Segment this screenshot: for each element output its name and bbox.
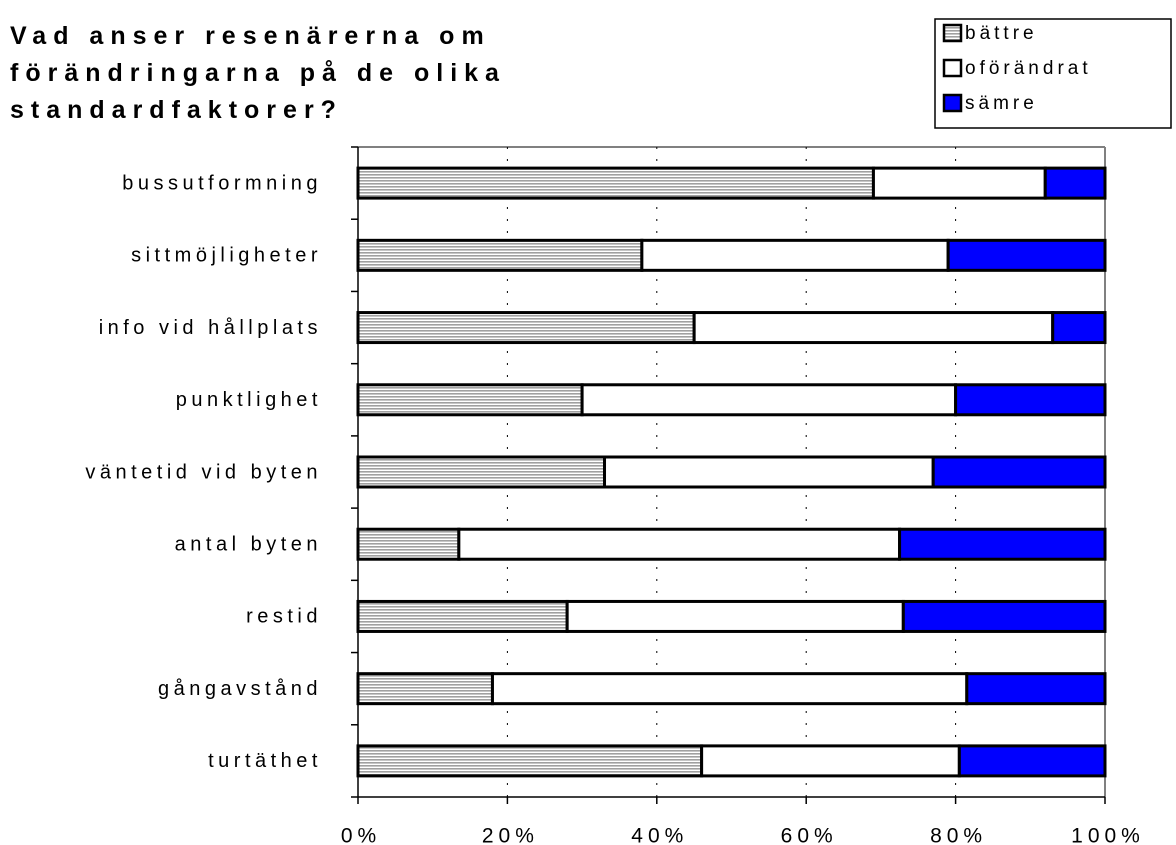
y-tick-label: väntetid vid byten [85,461,322,483]
bar-segment [871,166,1047,200]
bar-segment [965,672,1107,706]
x-tick-label: 40% [631,825,688,845]
bar-segment [565,599,905,633]
legend-swatch [942,58,963,78]
y-tick-label: restid [246,606,322,628]
bar-segment [898,527,1107,561]
bar-segment [954,383,1107,417]
chart-title: Vad anser resenärerna om [10,22,491,50]
y-tick-label: sittmöjligheter [131,245,322,267]
bar-segment [356,311,696,345]
bar-segment [356,455,607,489]
bar-segment [1043,166,1107,200]
legend-box [934,18,1172,129]
y-tick-label: info vid hållplats [99,317,322,339]
bar-segment [931,455,1107,489]
bar-segment [957,744,1107,778]
bar-segment [356,599,569,633]
x-tick-label: 80% [930,825,987,845]
bar-segment [490,672,969,706]
bar-segment [946,238,1107,272]
bar-segment [356,527,461,561]
legend-swatch [942,93,963,113]
legend-label: bättre [965,23,1038,44]
y-tick-label: gångavstånd [158,678,322,700]
chart-title: förändringarna på de olika [10,59,506,87]
bar-segment [356,166,875,200]
legend-label: oförändrat [965,58,1092,79]
bar-segment [356,383,584,417]
bar-segment [356,744,704,778]
bar-segment [457,527,902,561]
bar-segment [356,672,494,706]
bar-segment [580,383,958,417]
chart-title: standardfaktorer? [10,96,343,124]
bar-segment [640,238,950,272]
bar-segment [901,599,1107,633]
y-tick-label: turtäthet [208,750,322,772]
bar-segment [603,455,935,489]
x-tick-label: 60% [781,825,838,845]
bar-segment [1051,311,1107,345]
legend-swatch [942,23,963,43]
legend-label: sämre [965,93,1038,114]
bar-segment [692,311,1055,345]
x-tick-label: 100% [1071,825,1145,845]
x-tick-label: 20% [482,825,539,845]
x-tick-label: 0% [341,825,381,845]
y-tick-label: antal byten [175,534,322,556]
y-tick-label: bussutformning [122,172,322,194]
y-tick-label: punktlighet [176,389,322,411]
bar-segment [356,238,644,272]
bar-segment [700,744,961,778]
